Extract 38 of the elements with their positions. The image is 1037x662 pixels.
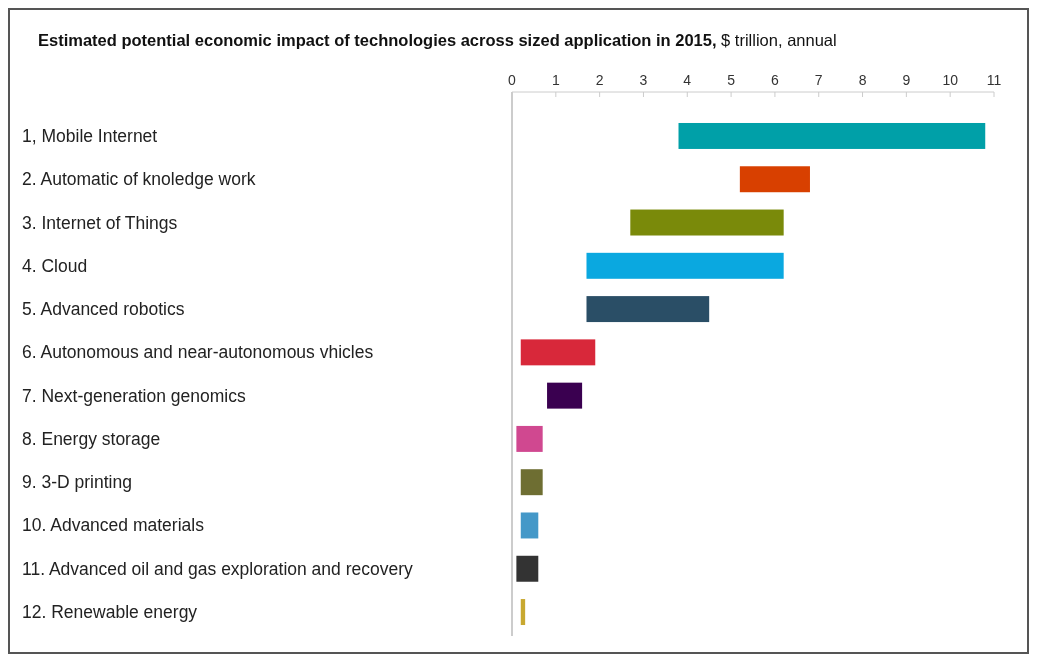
x-tick-label: 3 — [639, 72, 648, 88]
y-tick-label: 4. Cloud — [22, 255, 88, 276]
x-tick-label: 0 — [508, 72, 517, 88]
bar — [586, 296, 710, 323]
chart-subtitle: $ trillion, annual — [716, 31, 837, 49]
bar — [516, 425, 543, 452]
x-tick-label: 4 — [683, 72, 692, 88]
y-tick-label: 8. Energy storage — [22, 428, 161, 449]
y-tick-label: 1, Mobile Internet — [22, 125, 158, 146]
y-tick-label: 10. Advanced materials — [22, 515, 205, 536]
y-tick-label: 2. Automatic of knoledge work — [22, 169, 256, 190]
x-tick-label: 8 — [858, 72, 867, 88]
bar — [630, 209, 784, 236]
y-tick-label: 3. Internet of Things — [22, 212, 178, 233]
x-tick-label: 7 — [814, 72, 823, 88]
x-tick-label: 9 — [902, 72, 911, 88]
bar — [520, 469, 543, 496]
x-tick-label: 11 — [986, 72, 1002, 88]
x-tick-label: 5 — [727, 72, 736, 88]
bar — [516, 555, 539, 582]
bar — [547, 382, 583, 409]
bar — [520, 512, 539, 539]
bar — [739, 166, 810, 193]
x-tick-label: 10 — [942, 72, 959, 88]
y-tick-label: 6. Autonomous and near-autonomous vhicles — [22, 342, 374, 363]
y-tick-label: 7. Next-generation genomics — [22, 385, 246, 406]
y-tick-label: 12. Renewable energy — [22, 602, 198, 623]
x-tick-label: 1 — [551, 72, 560, 88]
bar — [520, 599, 526, 626]
x-tick-label: 6 — [771, 72, 780, 88]
y-tick-label: 11. Advanced oil and gas exploration and recovery — [22, 558, 414, 579]
y-tick-label: 9. 3-D printing — [22, 472, 132, 493]
text: Estimated potential economic impact of technologies across sized application in 2015, — [38, 31, 717, 49]
bar — [678, 122, 986, 149]
bar — [520, 339, 596, 366]
y-tick-label: 5. Advanced robotics — [22, 299, 185, 320]
bar — [586, 252, 784, 279]
x-tick-label: 2 — [595, 72, 604, 88]
